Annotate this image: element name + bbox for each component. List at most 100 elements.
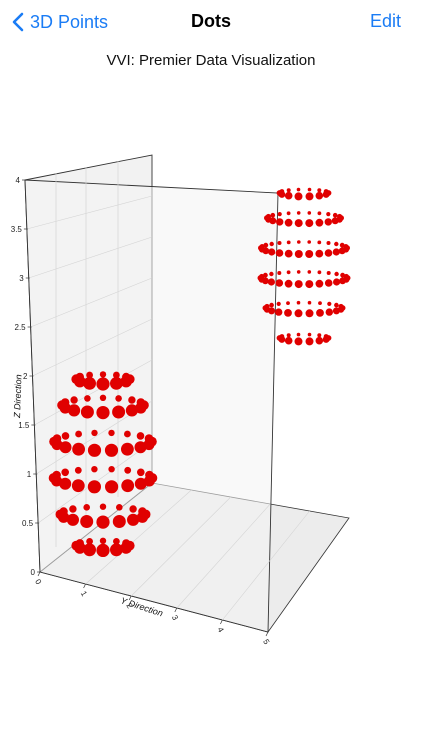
data-point [294,280,303,289]
z-tick-label: 1 [27,470,32,479]
data-point [275,308,283,316]
data-point [70,396,78,404]
data-point [296,211,301,215]
data-point [83,377,96,390]
back-button[interactable]: 3D Points [12,10,108,34]
data-point [331,217,339,225]
data-point [294,219,303,228]
data-point [263,272,268,278]
grid-line [32,318,153,377]
data-point [323,334,329,339]
data-point [269,241,274,247]
data-point [83,504,90,511]
data-point [326,271,331,275]
data-point [297,240,301,244]
data-point [305,280,314,289]
data-point [269,271,274,277]
y-tick-label: 2 [124,602,134,611]
data-point [270,212,276,218]
data-point [116,504,123,511]
data-point [99,394,107,401]
data-point [59,507,68,516]
data-point [284,249,293,258]
data-point [277,271,282,275]
data-point [110,377,123,390]
y-tick-label: 1 [79,590,89,599]
data-point [134,441,147,454]
data-point [305,309,314,318]
y-tick-label: 5 [261,638,271,647]
data-point [66,513,79,526]
data-point [326,241,331,245]
grid-line [30,277,153,328]
data-point [327,301,332,306]
data-point [110,543,123,557]
data-point [96,543,110,558]
data-point [305,219,314,228]
data-point [80,405,94,419]
y-tick-mark [37,571,41,577]
data-point [137,468,145,477]
data-point [263,242,269,248]
data-point [315,279,324,288]
data-point [284,279,293,288]
data-point [307,187,312,192]
data-point [124,430,131,438]
data-point [317,188,322,193]
data-point [113,371,120,379]
data-point [284,336,293,345]
y-tick-mark [265,631,269,637]
z-tick-label: 0.5 [22,519,34,528]
navigation-bar: 3D Points Dots Edit [0,0,422,44]
data-point [105,480,119,494]
data-point [296,300,301,305]
data-point [267,278,275,286]
data-point [307,240,312,244]
data-point [128,396,136,404]
grid-line [28,236,153,279]
data-point [317,270,322,275]
data-point [305,337,314,346]
data-point [136,398,145,407]
data-point [334,271,339,277]
data-point [317,211,322,216]
edit-button[interactable]: Edit [369,11,401,31]
data-point [294,250,303,258]
y-axis-ticks: 0 1 2 3 4 5 [33,571,271,647]
data-point [286,301,290,305]
data-point [279,334,285,339]
z-tick-label: 3.5 [11,225,23,234]
grid-line [222,510,310,621]
grid-line [85,489,192,585]
data-point [337,213,343,220]
data-point [115,395,122,402]
data-point [296,332,301,337]
back-button-label: 3D Points [30,11,109,32]
data-point [286,240,291,245]
data-point [296,187,301,192]
y-tick-label: 4 [216,626,226,635]
data-point [86,371,93,379]
data-point [121,442,134,456]
data-point [136,432,145,440]
y-tick-mark [83,583,86,589]
data-point [315,249,324,258]
grid-line [176,503,271,609]
data-point [294,192,303,201]
y-tick-mark [128,595,132,601]
data-point [315,218,324,227]
data-point [318,301,322,305]
data-point [339,277,346,285]
y-tick-mark [220,619,223,625]
data-point [52,470,61,480]
data-point [71,479,85,493]
data-point [96,406,110,420]
data-point [276,301,281,306]
data-point [264,303,270,310]
grid-line [130,496,232,597]
data-point [284,218,293,227]
data-point [315,336,324,345]
point-cloud-2 [257,187,351,346]
data-point [104,443,119,457]
